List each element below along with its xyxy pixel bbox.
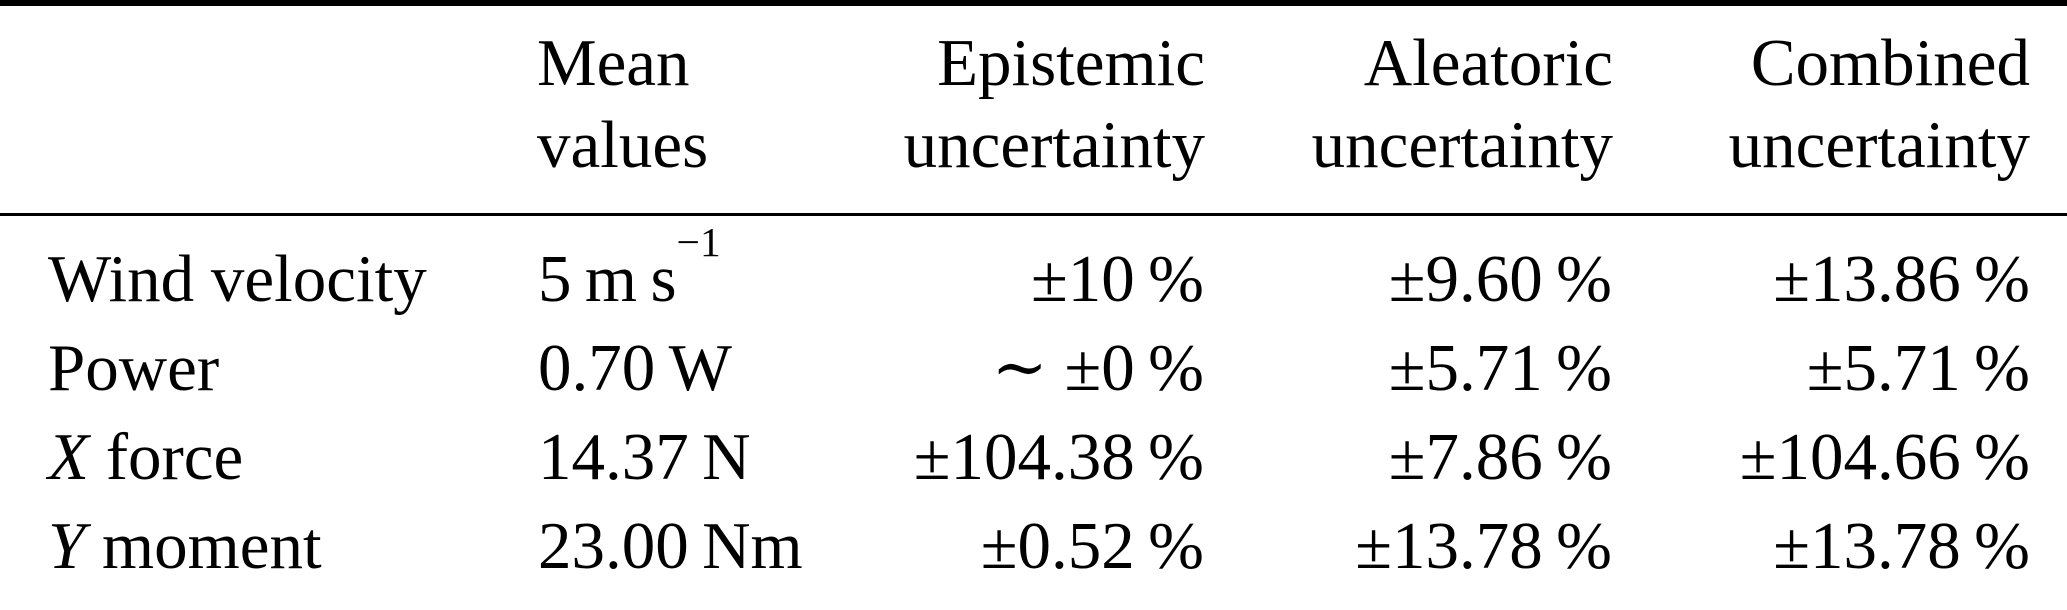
mean-value-text: 0.70 W	[538, 331, 732, 405]
row-label-symbol: X	[48, 420, 89, 494]
mean-value-text: 14.37 N	[538, 420, 751, 494]
mean-value-cell: 5 m s−1	[537, 215, 837, 325]
row-label: X force	[0, 413, 537, 502]
table-row-wind-velocity: Wind velocity 5 m s−1 ±10 % ±9.60 % ±13.…	[0, 215, 2067, 325]
row-label: Wind velocity	[0, 215, 537, 325]
row-label-text: force	[88, 420, 244, 494]
row-label-symbol: Y	[48, 509, 86, 583]
row-label-text: moment	[85, 509, 322, 583]
epistemic-uncertainty-cell: ±0.52 %	[837, 502, 1205, 610]
epistemic-uncertainty-cell: ±104.38 %	[913, 420, 1204, 494]
mean-value-text: 23.00 Nm	[538, 509, 803, 583]
aleatoric-uncertainty-cell: ±9.60 %	[1388, 242, 1612, 316]
header-line: Epistemic	[937, 26, 1205, 100]
header-epistemic-uncertainty: Epistemic uncertainty	[837, 0, 1205, 216]
table-row-x-force: X force 14.37 N ±104.38 % ±7.86 % ±104.6…	[0, 413, 2067, 502]
header-row: Mean values Epistemic uncertainty Aleato…	[0, 0, 2067, 216]
aleatoric-uncertainty-cell: ±13.78 %	[1205, 502, 1613, 610]
header-line: values	[537, 108, 709, 182]
unit-exponent: −1	[676, 219, 721, 266]
table-row-y-moment: Y moment 23.00 Nm ±0.52 % ±13.78 % ±13.7…	[0, 502, 2067, 610]
row-label: Power	[0, 324, 537, 413]
row-label-text: Wind velocity	[48, 242, 427, 316]
header-line: uncertainty	[1311, 108, 1613, 182]
mean-value-cell: 23.00 Nm	[537, 502, 837, 610]
header-line: uncertainty	[903, 108, 1205, 182]
combined-uncertainty-cell: ±104.66 %	[1739, 420, 2030, 494]
header-line: Mean	[537, 26, 690, 100]
row-label: Y moment	[0, 502, 537, 610]
combined-uncertainty-cell: ±13.78 %	[1613, 502, 2067, 610]
header-line: uncertainty	[1728, 108, 2030, 182]
epistemic-uncertainty-cell: ±10 %	[1031, 242, 1204, 316]
combined-uncertainty-cell: ±13.86 %	[1773, 242, 2030, 316]
aleatoric-uncertainty-cell: ±7.86 %	[1388, 420, 1612, 494]
header-mean-values: Mean values	[537, 0, 837, 216]
header-line: Aleatoric	[1363, 26, 1613, 100]
table-row-power: Power 0.70 W ∼ ±0 % ±5.71 % ±5.71 %	[0, 324, 2067, 413]
mean-value-cell: 14.37 N	[537, 413, 837, 502]
combined-uncertainty-cell: ±5.71 %	[1806, 331, 2030, 405]
header-line: Combined	[1750, 26, 2030, 100]
aleatoric-uncertainty-cell: ±5.71 %	[1388, 331, 1612, 405]
row-label-text: Power	[48, 331, 220, 405]
mean-value-cell: 0.70 W	[537, 324, 837, 413]
header-variable	[0, 0, 537, 216]
mean-value-text: 5 m s	[538, 242, 677, 316]
epistemic-uncertainty-cell: ∼ ±0 %	[991, 331, 1204, 405]
header-aleatoric-uncertainty: Aleatoric uncertainty	[1205, 0, 1613, 216]
header-combined-uncertainty: Combined uncertainty	[1613, 0, 2067, 216]
